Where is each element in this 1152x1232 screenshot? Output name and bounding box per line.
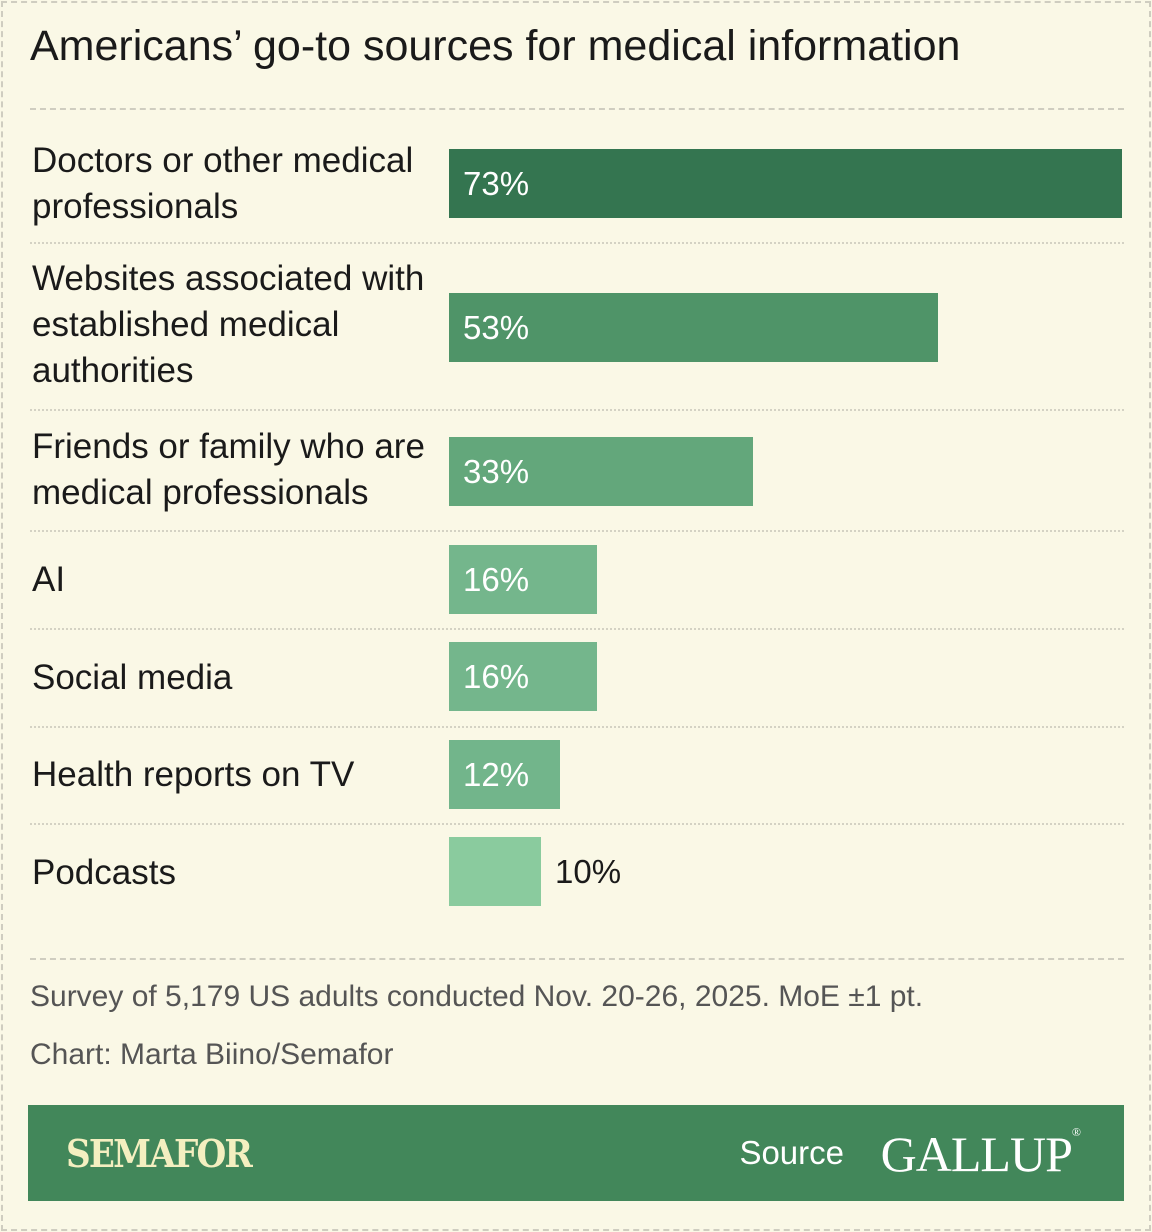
row-separator (30, 530, 1124, 532)
title-divider (30, 108, 1124, 110)
value-label: 33% (463, 453, 530, 490)
bar (449, 149, 1122, 218)
category-label: Websites associated with established med… (32, 259, 425, 390)
category-label: Social media (32, 658, 233, 697)
row-separator (30, 726, 1124, 728)
value-label: 16% (463, 658, 530, 695)
value-label: 12% (463, 756, 530, 793)
category-label: Health reports on TV (32, 755, 355, 794)
value-label: 73% (463, 165, 530, 202)
row-separator (30, 409, 1124, 411)
row-separator (30, 823, 1124, 825)
bar (449, 740, 560, 809)
bar (449, 293, 938, 362)
value-label: 10% (555, 853, 622, 890)
row-separator (30, 242, 1124, 244)
chart-credit: Chart: Marta Biino/Semafor (30, 1038, 394, 1071)
category-label: Friends or family who are medical profes… (32, 427, 425, 512)
source-label: Source (739, 1134, 844, 1171)
category-label: Doctors or other medical professionals (32, 141, 414, 226)
chart-title: Americans’ go-to sources for medical inf… (30, 22, 961, 70)
gallup-logo: GALLUP® (880, 1125, 1081, 1182)
category-label: Podcasts (32, 853, 176, 892)
bar (449, 837, 541, 906)
bar (449, 545, 597, 614)
bar (449, 642, 597, 711)
category-label: AI (32, 560, 66, 599)
footer-divider (30, 958, 1124, 960)
row-separator (30, 628, 1124, 630)
survey-note: Survey of 5,179 US adults conducted Nov.… (30, 980, 924, 1013)
footer-banner: SEMAFOR Source GALLUP® (28, 1105, 1124, 1201)
value-label: 16% (463, 561, 530, 598)
gallup-logo-text: GALLUP (880, 1126, 1073, 1182)
bar (449, 437, 753, 506)
semafor-logo: SEMAFOR (66, 1131, 253, 1176)
value-label: 53% (463, 309, 530, 346)
